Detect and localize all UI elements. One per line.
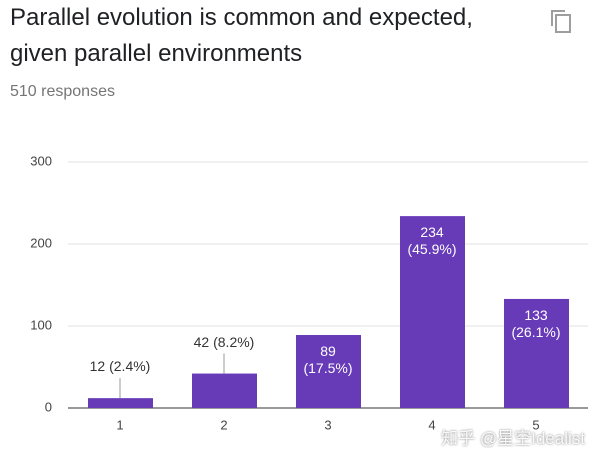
value-label: 42 (8.2%) <box>193 333 255 350</box>
y-tick-label: 100 <box>30 317 52 332</box>
bar <box>296 335 361 408</box>
bar <box>192 373 257 408</box>
response-count: 510 responses <box>10 83 115 100</box>
bar <box>504 298 569 408</box>
value-label: 234 (45.9%) <box>407 224 457 258</box>
x-tick-label: 4 <box>428 417 435 432</box>
value-label: 133 (26.1%) <box>511 306 561 340</box>
y-tick-label: 200 <box>30 235 52 250</box>
x-tick-label: 3 <box>324 417 331 432</box>
bar <box>400 216 465 408</box>
y-tick-label: 300 <box>30 153 52 168</box>
chart-title: Parallel evolution is common and expecte… <box>10 4 473 67</box>
value-label: 12 (2.4%) <box>89 358 151 375</box>
y-tick-label: 0 <box>45 399 52 414</box>
copy-icon[interactable] <box>551 10 571 33</box>
x-tick-label: 1 <box>116 417 123 432</box>
value-label: 89 (17.5%) <box>303 343 353 377</box>
x-tick-label: 2 <box>220 417 227 432</box>
watermark: 知乎 @星空Idealist <box>441 429 585 448</box>
bar <box>88 398 153 408</box>
x-tick-label: 5 <box>532 417 539 432</box>
